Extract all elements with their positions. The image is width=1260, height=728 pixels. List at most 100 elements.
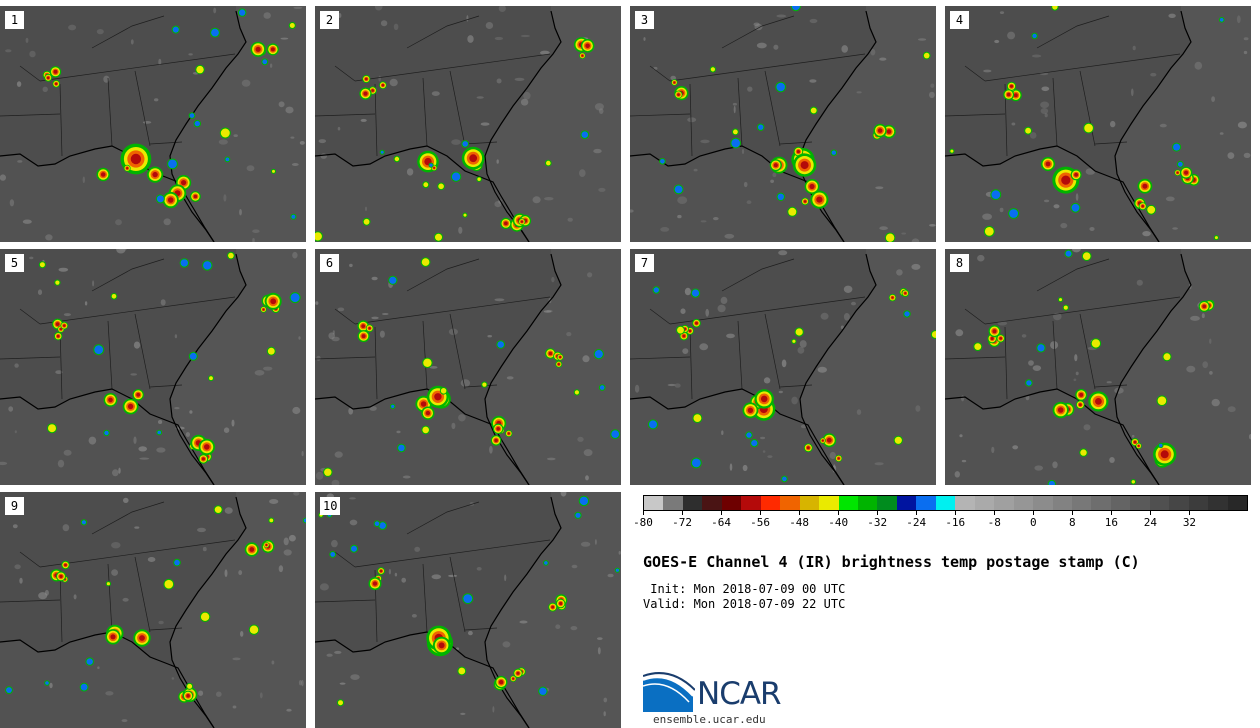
colorbar-tick-mark (799, 511, 801, 515)
colorbar-segment (838, 496, 858, 510)
init-time: Init: Mon 2018-07-09 00 UTC (643, 582, 846, 596)
colorbar-tick-mark (760, 511, 762, 515)
colorbar-segment (1071, 496, 1092, 510)
map-panel-10[interactable]: 10 (315, 492, 621, 728)
colorbar-segment (974, 496, 995, 510)
colorbar-segment (799, 496, 820, 510)
colorbar-segment (741, 496, 761, 510)
colorbar-segment (877, 496, 897, 510)
map-image (0, 492, 306, 728)
colorbar-segment (994, 496, 1014, 510)
colorbar (643, 495, 1248, 511)
colorbar-segment (896, 496, 917, 510)
map-panel-9[interactable]: 9 (0, 492, 306, 728)
colorbar-tick-label: -32 (867, 516, 888, 529)
colorbar-segment (1013, 496, 1034, 510)
map-panel-2[interactable]: 2 (315, 6, 621, 242)
colorbar-tick-label: -40 (828, 516, 849, 529)
figure-title: GOES-E Channel 4 (IR) brightness temp po… (643, 553, 1140, 571)
colorbar-tick-mark (877, 511, 879, 515)
valid-time: Valid: Mon 2018-07-09 22 UTC (643, 597, 846, 611)
colorbar-segment (1169, 496, 1189, 510)
colorbar-tick-label: 24 (1143, 516, 1158, 529)
ncar-logo-text: NCAR (697, 676, 782, 712)
panel-label: 6 (320, 254, 339, 272)
colorbar-tick-label: 8 (1069, 516, 1076, 529)
colorbar-tick-label: -64 (711, 516, 731, 529)
colorbar-tick-mark (643, 511, 644, 515)
colorbar-segment (1110, 496, 1131, 510)
colorbar-segment (1188, 496, 1209, 510)
colorbar-tick-mark (1111, 511, 1113, 515)
colorbar-segment (1033, 496, 1053, 510)
map-image (630, 6, 936, 242)
colorbar-segment (955, 496, 975, 510)
colorbar-segment (1208, 496, 1228, 510)
colorbar-tick-mark (955, 511, 957, 515)
map-image (945, 6, 1251, 242)
colorbar-segment (760, 496, 781, 510)
colorbar-tick-mark (1072, 511, 1074, 515)
map-image (945, 249, 1251, 485)
colorbar-segment (819, 496, 839, 510)
map-panel-8[interactable]: 8 (945, 249, 1251, 485)
panel-label: 3 (635, 11, 654, 29)
colorbar-tick-label: -48 (789, 516, 810, 529)
map-image (315, 6, 621, 242)
colorbar-segment (935, 496, 956, 510)
colorbar-tick-label: -72 (672, 516, 692, 529)
map-image (315, 492, 621, 728)
map-image (315, 249, 621, 485)
colorbar-tick-mark (838, 511, 840, 515)
map-panel-5[interactable]: 5 (0, 249, 306, 485)
colorbar-tick-label: -56 (750, 516, 771, 529)
panel-label: 9 (5, 497, 24, 515)
colorbar-tick-label: 32 (1182, 516, 1197, 529)
panel-label: 1 (5, 11, 24, 29)
colorbar-tick-label: -8 (987, 516, 1001, 529)
map-panel-4[interactable]: 4 (945, 6, 1251, 242)
colorbar-tick-label: 0 (1030, 516, 1037, 529)
colorbar-tick-label: 16 (1104, 516, 1118, 529)
colorbar-ticks: -80 -72 -64 -56 -48 -40 -32 -24 -16 -8 0 8 16 24 32 (633, 511, 1248, 531)
colorbar-tick-label: -80 (633, 516, 653, 529)
colorbar-tick-mark (721, 511, 723, 515)
colorbar-segment (857, 496, 878, 510)
panel-label: 4 (950, 11, 969, 29)
panel-label: 2 (320, 11, 339, 29)
colorbar-segment (1130, 496, 1150, 510)
panel-label: 5 (5, 254, 24, 272)
colorbar-segment (780, 496, 800, 510)
colorbar-segment (1052, 496, 1072, 510)
colorbar-segment (702, 496, 722, 510)
map-panel-1[interactable]: 1 (0, 6, 306, 242)
map-panel-7[interactable]: 7 (630, 249, 936, 485)
panel-label: 7 (635, 254, 654, 272)
panel-label: 10 (320, 497, 341, 515)
colorbar-segment (682, 496, 703, 510)
colorbar-tick-mark (682, 511, 684, 515)
colorbar-tick-label: -16 (945, 516, 966, 529)
colorbar-segment (644, 496, 664, 510)
panel-label: 8 (950, 254, 969, 272)
logo-url: ensemble.ucar.edu (653, 713, 766, 726)
map-panel-6[interactable]: 6 (315, 249, 621, 485)
colorbar-tick-mark (1033, 511, 1035, 515)
colorbar-tick-mark (1189, 511, 1191, 515)
colorbar-tick-mark (1150, 511, 1152, 515)
colorbar-segment (663, 496, 683, 510)
colorbar-segment (916, 496, 936, 510)
map-image (0, 6, 306, 242)
colorbar-segment (721, 496, 742, 510)
colorbar-tick-mark (994, 511, 996, 515)
colorbar-tick-mark (916, 511, 918, 515)
map-image (0, 249, 306, 485)
colorbar-segment (1091, 496, 1111, 510)
ncar-logo-icon (643, 672, 695, 712)
map-panel-3[interactable]: 3 (630, 6, 936, 242)
colorbar-segment (1149, 496, 1170, 510)
colorbar-tick-label: -24 (906, 516, 927, 529)
ncar-logo[interactable]: NCAR ensemble.ucar.edu (643, 672, 803, 726)
map-image (630, 249, 936, 485)
colorbar-segment (1227, 496, 1248, 510)
